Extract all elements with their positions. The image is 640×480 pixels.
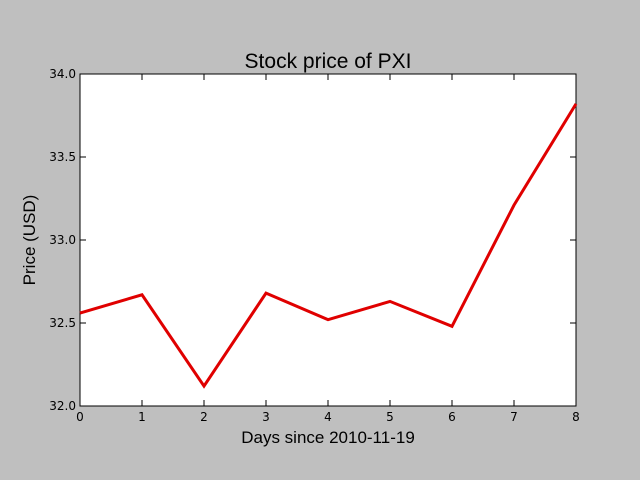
x-tick-label: 6 [448, 410, 456, 424]
x-axis-label: Days since 2010-11-19 [241, 428, 415, 447]
series-line [79, 103, 578, 389]
y-axis-label: Price (USD) [20, 195, 39, 286]
chart-title: Stock price of PXI [245, 50, 412, 73]
x-tick-label: 2 [200, 410, 208, 424]
x-tick-label: 4 [324, 410, 332, 424]
x-tick-label: 8 [572, 410, 580, 424]
y-axis-ticks: 32.0 32.5 33.0 33.5 34.0 [49, 67, 576, 413]
x-tick-label: 7 [510, 410, 518, 424]
y-tick-label: 32.5 [49, 316, 76, 330]
x-tick-label: 0 [76, 410, 84, 424]
series-layer [79, 103, 578, 389]
plot-area [79, 73, 577, 407]
x-tick-label: 1 [138, 410, 146, 424]
y-tick-label: 33.5 [49, 150, 76, 164]
y-tick-label: 34.0 [49, 67, 76, 81]
x-tick-label: 3 [262, 410, 270, 424]
x-tick-label: 5 [386, 410, 394, 424]
y-tick-label: 33.0 [49, 233, 76, 247]
x-axis-ticks: 0 1 2 3 4 5 6 7 8 [76, 74, 580, 424]
y-tick-label: 32.0 [49, 399, 76, 413]
